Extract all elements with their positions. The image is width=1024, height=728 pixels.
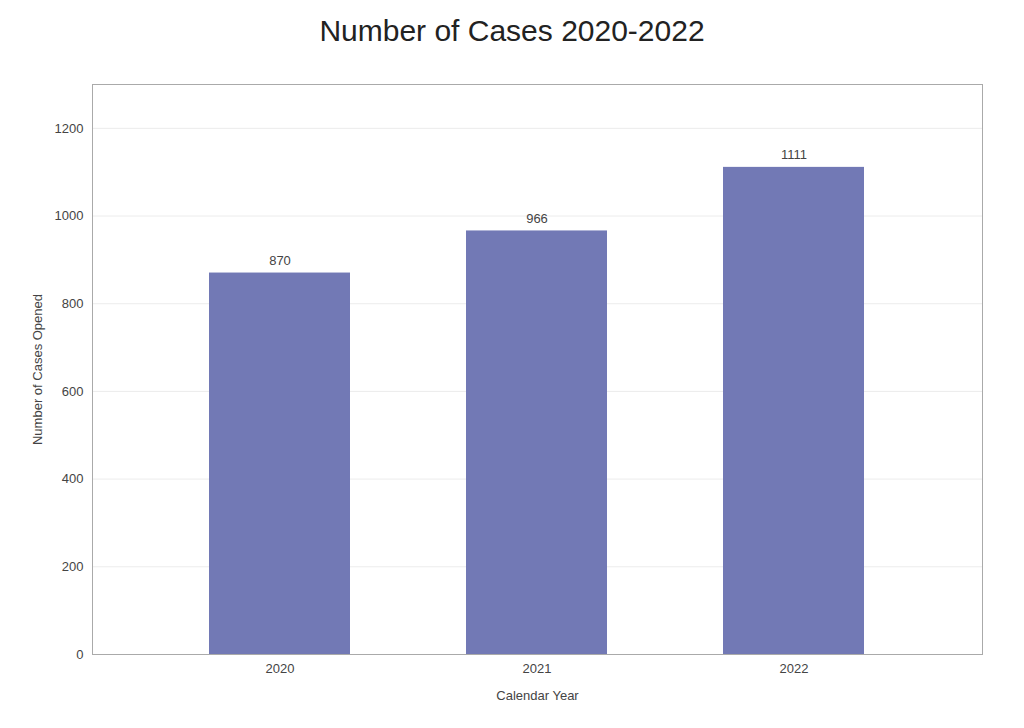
- svg-text:2021: 2021: [523, 661, 552, 676]
- svg-text:1000: 1000: [55, 208, 84, 223]
- svg-text:400: 400: [62, 471, 84, 486]
- svg-text:800: 800: [62, 296, 84, 311]
- svg-text:Calendar Year: Calendar Year: [496, 688, 579, 703]
- svg-text:2022: 2022: [780, 661, 809, 676]
- svg-text:1200: 1200: [55, 121, 84, 136]
- svg-text:870: 870: [269, 253, 291, 268]
- svg-text:600: 600: [62, 384, 84, 399]
- svg-text:0: 0: [76, 647, 83, 662]
- html-text:Number of Cases 2020-2022: Number of Cases 2020-2022: [319, 14, 705, 47]
- svg-text:966: 966: [526, 211, 548, 226]
- svg-text:Number of Cases Opened: Number of Cases Opened: [30, 294, 45, 445]
- svg-text:1111: 1111: [781, 147, 807, 162]
- svg-text:200: 200: [62, 559, 84, 574]
- svg-text:2020: 2020: [266, 661, 295, 676]
